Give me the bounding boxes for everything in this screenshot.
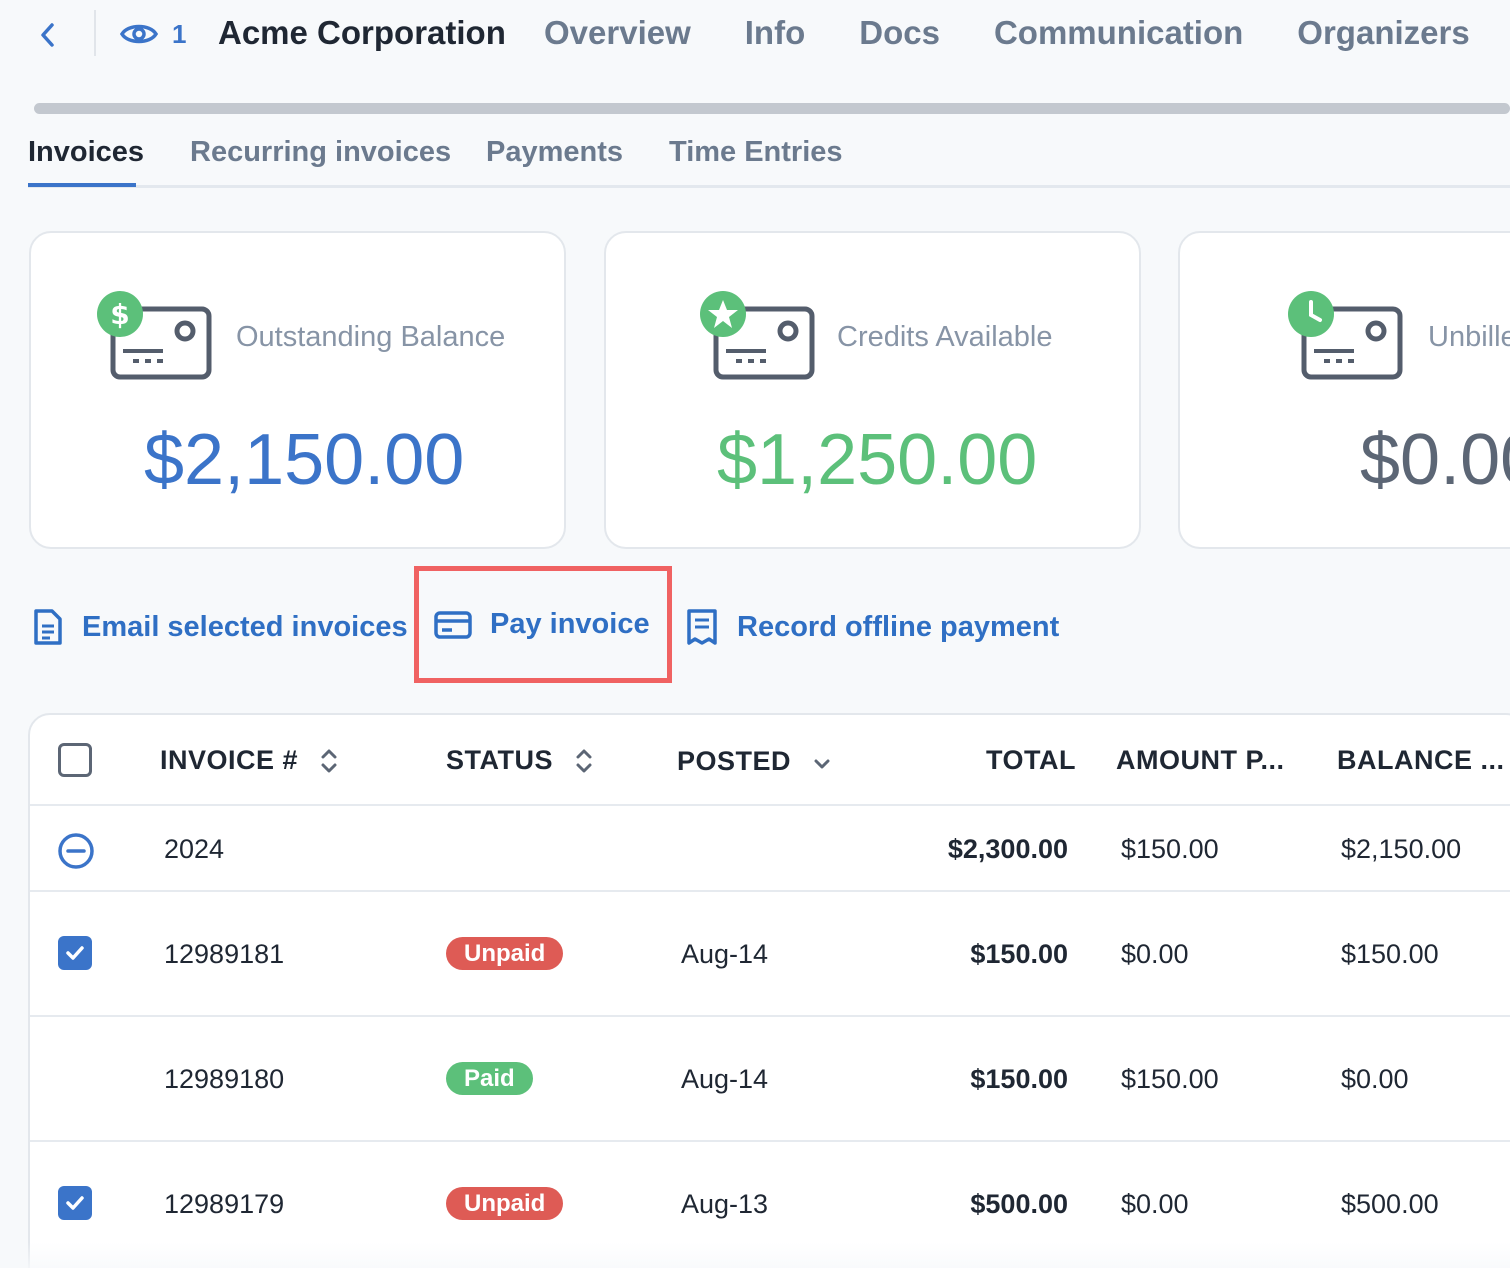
sort-icon <box>321 749 337 772</box>
svg-text:$: $ <box>110 298 129 331</box>
row-amount-paid: $0.00 <box>1121 1189 1189 1219</box>
group-total: $2,300.00 <box>947 834 1068 864</box>
row-balance: $150.00 <box>1341 939 1439 969</box>
eye-icon <box>120 24 158 44</box>
back-button[interactable] <box>34 18 64 52</box>
row-divider <box>30 1015 1510 1017</box>
record-offline-payment-label: Record offline payment <box>737 610 1060 643</box>
clock-badge-icon <box>1288 291 1403 380</box>
top-nav: Overview Info Docs Communication Organiz… <box>544 14 1510 52</box>
nav-communication[interactable]: Communication <box>993 14 1244 51</box>
status-badge-paid: Paid <box>446 1062 533 1095</box>
pay-invoice-button[interactable]: Pay invoice <box>434 608 650 641</box>
receipt-icon <box>687 609 717 645</box>
card-value: $2,150.00 <box>144 420 465 500</box>
row-total: $150.00 <box>970 939 1068 969</box>
watchers-button[interactable]: 1 <box>120 16 186 52</box>
row-divider <box>30 1140 1510 1142</box>
header-invoice-label: INVOICE # <box>160 745 299 775</box>
tab-invoices[interactable]: Invoices <box>28 136 145 168</box>
posted-date: Aug-14 <box>681 939 769 969</box>
record-offline-payment-button[interactable]: Record offline payment <box>685 608 1059 646</box>
header-amount-paid[interactable]: AMOUNT P... <box>1116 745 1285 775</box>
header-balance[interactable]: BALANCE ... <box>1337 745 1505 775</box>
status-badge-unpaid: Unpaid <box>446 1187 564 1220</box>
top-bar: 1 Acme Corporation Overview Info Docs Co… <box>0 0 1510 70</box>
check-icon <box>66 946 84 960</box>
header-posted-label: POSTED <box>677 745 792 776</box>
account-name: Acme Corporation <box>218 14 506 51</box>
watch-count: 1 <box>172 18 187 49</box>
row-amount-paid: $0.00 <box>1121 939 1189 969</box>
group-year: 2024 <box>164 834 225 864</box>
card-label: Credits Available <box>837 321 1053 353</box>
pay-invoice-label: Pay invoice <box>490 608 650 640</box>
check-icon <box>66 1196 84 1210</box>
nav-docs[interactable]: Docs <box>859 14 940 51</box>
dollar-badge-icon: $ <box>97 291 212 380</box>
header-status-label: STATUS <box>446 745 553 775</box>
group-balance: $2,150.00 <box>1341 834 1462 864</box>
invoice-number[interactable]: 12989180 <box>164 1064 285 1094</box>
header-posted[interactable]: POSTED <box>677 745 835 777</box>
document-icon <box>34 609 62 645</box>
posted-date: Aug-14 <box>681 1064 769 1094</box>
row-divider <box>30 804 1510 806</box>
tab-recurring-invoices[interactable]: Recurring invoices <box>190 136 452 168</box>
email-selected-invoices-label: Email selected invoices <box>82 610 408 643</box>
nav-organizers[interactable]: Organizers <box>1297 14 1470 51</box>
status-badge-unpaid: Unpaid <box>446 937 564 970</box>
topbar-divider <box>94 10 96 56</box>
row-checkbox[interactable] <box>58 936 92 970</box>
card-value: $1,250.00 <box>717 420 1038 500</box>
unbilled-card: Unbilled $0.00 <box>1178 231 1510 549</box>
card-value: $0.00 <box>1360 420 1510 500</box>
card-label: Outstanding Balance <box>236 321 506 353</box>
posted-date: Aug-13 <box>681 1189 769 1219</box>
row-checkbox[interactable] <box>58 1186 92 1220</box>
row-total: $500.00 <box>970 1189 1068 1219</box>
chevron-left-icon <box>41 23 54 47</box>
tab-time-entries[interactable]: Time Entries <box>669 136 843 168</box>
horizontal-scrollbar[interactable] <box>34 103 1510 114</box>
card-label: Unbilled <box>1428 321 1510 353</box>
row-balance: $500.00 <box>1341 1189 1439 1219</box>
invoice-number[interactable]: 12989181 <box>164 939 285 969</box>
credit-card-icon <box>434 610 472 639</box>
select-all-checkbox[interactable] <box>58 743 92 777</box>
credits-available-card: Credits Available $1,250.00 <box>604 231 1141 549</box>
collapse-group-icon[interactable] <box>57 832 95 870</box>
row-divider <box>30 890 1510 892</box>
header-status[interactable]: STATUS <box>446 745 599 776</box>
header-total[interactable]: TOTAL <box>986 745 1076 775</box>
tab-payments[interactable]: Payments <box>486 136 624 168</box>
sort-icon <box>576 749 592 772</box>
group-amount-paid: $150.00 <box>1121 834 1219 864</box>
row-total: $150.00 <box>970 1064 1068 1094</box>
outstanding-balance-card: $ Outstanding Balance $2,150.00 <box>29 231 566 549</box>
row-balance: $0.00 <box>1341 1064 1409 1094</box>
header-invoice-number[interactable]: INVOICE # <box>160 745 344 776</box>
sub-tabs: Invoices Recurring invoices Payments Tim… <box>28 130 1510 188</box>
invoices-table: INVOICE # STATUS POSTED TOTAL AMOUNT P..… <box>28 713 1510 1268</box>
row-amount-paid: $150.00 <box>1121 1064 1219 1094</box>
nav-info[interactable]: Info <box>744 14 806 51</box>
chevron-down-icon <box>814 759 830 769</box>
email-selected-invoices-button[interactable]: Email selected invoices <box>32 608 408 646</box>
active-tab-indicator <box>28 183 136 187</box>
invoice-number[interactable]: 12989179 <box>164 1189 285 1219</box>
star-badge-icon <box>700 291 815 380</box>
nav-overview[interactable]: Overview <box>544 14 691 51</box>
